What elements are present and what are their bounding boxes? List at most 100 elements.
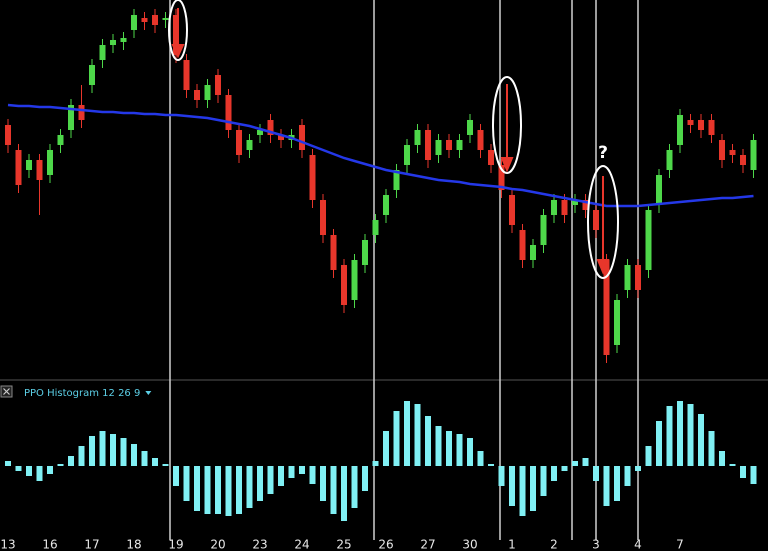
candle-body: [572, 200, 578, 205]
x-tick-label: 27: [420, 538, 435, 551]
candle-body: [225, 95, 232, 130]
x-tick-label: 4: [634, 538, 642, 551]
candle-body: [645, 210, 652, 270]
candle-body: [15, 150, 22, 185]
histogram-bar: [687, 404, 694, 466]
candle-body: [183, 60, 190, 90]
histogram-bar: [320, 466, 326, 501]
candle-body: [498, 165, 505, 190]
candle-body: [393, 170, 400, 190]
histogram-bar: [383, 431, 389, 466]
candle-body: [36, 160, 43, 180]
candle-body: [351, 260, 358, 300]
x-tick-label: 30: [462, 538, 477, 551]
annotations: ?: [168, 0, 619, 279]
highlight-ellipse: [168, 0, 188, 61]
histogram-bar: [740, 466, 746, 478]
histogram-bar: [225, 466, 232, 516]
candle-body: [278, 135, 284, 140]
candle-body: [593, 210, 599, 230]
histogram-bar: [551, 466, 557, 481]
candle-body: [5, 125, 11, 145]
histogram-bar: [719, 451, 725, 466]
histogram-bar: [141, 451, 148, 466]
candle-body: [236, 130, 242, 155]
highlight-ellipse: [492, 76, 522, 174]
candle-body: [687, 120, 694, 125]
candle-body: [320, 200, 326, 235]
histogram-bar: [309, 466, 316, 484]
histogram-bar: [162, 464, 169, 466]
candle-body: [740, 155, 746, 165]
histogram-bar: [614, 466, 620, 501]
candle-body: [519, 230, 526, 260]
candle-body: [540, 215, 547, 245]
histogram-bar: [561, 466, 568, 471]
x-tick-label: 7: [676, 538, 684, 551]
histogram-bar: [173, 466, 179, 486]
histogram-bar: [288, 466, 295, 478]
candle-body: [299, 125, 305, 150]
candle-body: [719, 140, 725, 160]
candle-body: [666, 150, 673, 170]
histogram-bar: [582, 458, 589, 466]
x-tick-label: 20: [210, 538, 225, 551]
candle-body: [561, 200, 568, 215]
annotation-text: ?: [598, 143, 608, 163]
arrow-head: [171, 44, 185, 59]
x-tick-label: 13: [0, 538, 15, 551]
histogram-bar: [78, 446, 85, 466]
histogram-bar: [47, 466, 53, 474]
histogram-bar: [750, 466, 757, 484]
indicator-title[interactable]: PPO Histogram 12 26 9: [24, 388, 140, 399]
histogram-bar: [414, 404, 421, 466]
histogram-bar: [351, 466, 358, 508]
candle-body: [425, 130, 431, 160]
candle-body: [246, 140, 253, 150]
candle-body: [267, 120, 274, 135]
histogram-bar: [498, 466, 505, 486]
candle-body: [467, 120, 473, 135]
histogram-bar: [593, 466, 599, 481]
candle-body: [215, 75, 221, 95]
price-panel: [5, 9, 757, 363]
histogram-bar: [131, 444, 137, 466]
candle-body: [362, 240, 368, 265]
candle-body: [698, 120, 704, 130]
histogram-bar: [572, 461, 578, 466]
histogram-bar: [446, 431, 452, 466]
x-tick-label: 24: [294, 538, 309, 551]
histogram-bar: [729, 464, 736, 466]
candle-body: [47, 150, 53, 175]
histogram-bar: [603, 466, 610, 506]
histogram-bar: [5, 461, 11, 466]
x-tick-label: 23: [252, 538, 267, 551]
histogram-bar: [456, 434, 463, 466]
histogram-bar: [530, 466, 536, 511]
histogram-bar: [110, 434, 116, 466]
histogram-bar: [89, 436, 95, 466]
candle-body: [603, 260, 610, 355]
candle-body: [309, 155, 316, 200]
candle-body: [414, 130, 421, 145]
histogram-bar: [435, 426, 442, 466]
candle-body: [341, 265, 347, 305]
dropdown-icon[interactable]: [145, 391, 152, 395]
histogram-bar: [194, 466, 200, 511]
x-tick-label: 16: [42, 538, 57, 551]
candle-body: [152, 15, 158, 25]
histogram-bar: [708, 431, 715, 466]
histogram-bar: [36, 466, 43, 481]
histogram-bar: [362, 466, 368, 491]
candle-body: [204, 85, 211, 100]
candle-body: [330, 235, 337, 270]
candle-body: [488, 150, 494, 165]
candle-body: [26, 160, 32, 170]
close-icon: [3, 388, 10, 395]
candle-body: [99, 45, 106, 60]
histogram-bar: [120, 438, 127, 466]
histogram-bar: [341, 466, 347, 521]
moving-average-line: [7, 103, 754, 208]
